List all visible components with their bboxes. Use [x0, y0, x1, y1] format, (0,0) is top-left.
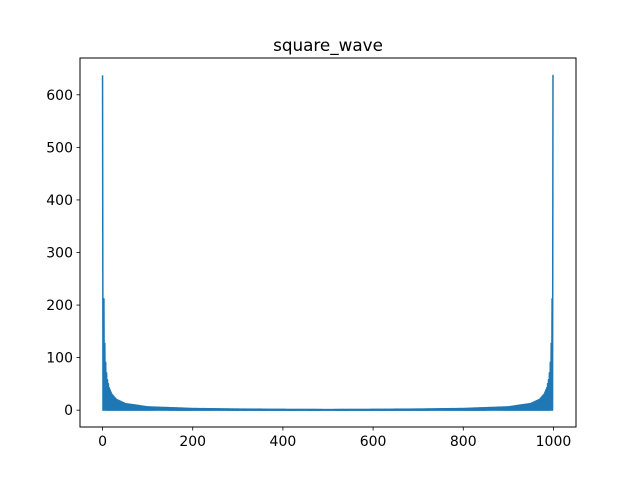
x-tick-label: 0	[98, 434, 107, 450]
x-tick-label: 400	[270, 434, 297, 450]
chart-title: square_wave	[273, 35, 383, 56]
x-tick-label: 1000	[536, 434, 572, 450]
series-layer	[101, 74, 554, 411]
y-tick-label: 200	[46, 298, 73, 314]
x-tick-label: 200	[179, 434, 206, 450]
y-tick-label: 400	[46, 193, 73, 209]
x-axis: 0 200 400 600 800 1000	[98, 427, 571, 450]
y-axis: 0 100 200 300 400 500 600	[46, 88, 80, 419]
series-line	[101, 74, 554, 411]
y-tick-label: 600	[46, 88, 73, 104]
y-tick-label: 0	[64, 403, 73, 419]
x-tick-label: 800	[450, 434, 477, 450]
y-tick-label: 300	[46, 245, 73, 261]
y-tick-label: 100	[46, 351, 73, 367]
axes-frame	[79, 57, 577, 428]
y-tick-label: 500	[46, 140, 73, 156]
x-tick-label: 600	[360, 434, 387, 450]
